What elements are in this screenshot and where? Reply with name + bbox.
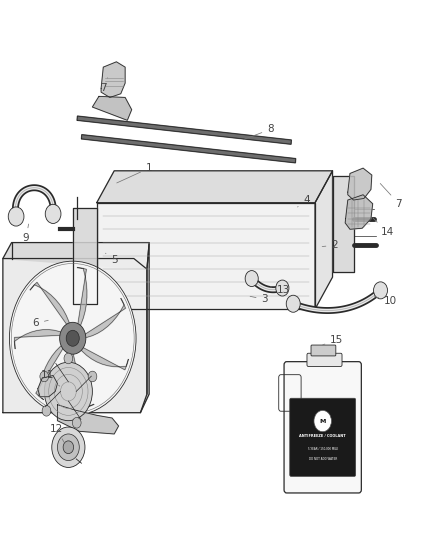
Circle shape <box>60 322 86 354</box>
Text: 9: 9 <box>23 224 29 244</box>
Polygon shape <box>14 329 65 349</box>
Circle shape <box>45 204 61 223</box>
Text: 7: 7 <box>380 183 402 209</box>
Text: M: M <box>319 418 326 424</box>
Polygon shape <box>315 171 332 309</box>
Text: 1: 1 <box>117 163 152 183</box>
Polygon shape <box>3 259 147 413</box>
Text: 12: 12 <box>50 424 64 442</box>
Polygon shape <box>30 282 71 328</box>
Circle shape <box>276 280 289 296</box>
Circle shape <box>8 207 24 226</box>
Circle shape <box>10 261 136 415</box>
Circle shape <box>374 282 388 299</box>
Polygon shape <box>97 203 315 309</box>
Text: 5-YEAR / 150,000 MILE: 5-YEAR / 150,000 MILE <box>307 447 338 450</box>
Circle shape <box>57 434 79 461</box>
Polygon shape <box>81 135 296 163</box>
Polygon shape <box>92 96 132 120</box>
Circle shape <box>63 441 74 454</box>
Polygon shape <box>101 62 125 98</box>
Polygon shape <box>71 349 94 408</box>
Text: 6: 6 <box>32 318 48 328</box>
Polygon shape <box>73 208 97 304</box>
Circle shape <box>52 427 85 467</box>
Circle shape <box>72 417 81 428</box>
Text: 8: 8 <box>244 124 274 140</box>
Text: 11: 11 <box>41 370 60 386</box>
FancyBboxPatch shape <box>290 398 356 477</box>
Circle shape <box>88 371 97 382</box>
Polygon shape <box>3 243 149 269</box>
Polygon shape <box>78 345 128 370</box>
Circle shape <box>64 353 73 364</box>
Polygon shape <box>141 243 149 413</box>
Circle shape <box>286 295 300 312</box>
Circle shape <box>42 406 51 416</box>
Circle shape <box>66 330 79 346</box>
Polygon shape <box>77 268 87 330</box>
Text: 2: 2 <box>322 240 338 250</box>
Circle shape <box>245 271 258 287</box>
Polygon shape <box>97 171 332 203</box>
Text: 4: 4 <box>297 195 310 207</box>
Circle shape <box>314 410 332 432</box>
Text: 7: 7 <box>100 78 108 93</box>
Circle shape <box>40 371 49 382</box>
Text: 13: 13 <box>271 286 290 295</box>
Text: 3: 3 <box>250 294 268 304</box>
Polygon shape <box>77 116 291 144</box>
Polygon shape <box>345 195 373 229</box>
FancyBboxPatch shape <box>307 353 342 367</box>
Polygon shape <box>57 405 119 434</box>
Text: 15: 15 <box>323 335 343 345</box>
Polygon shape <box>81 298 126 338</box>
Text: DO NOT ADD WATER: DO NOT ADD WATER <box>308 457 337 461</box>
Polygon shape <box>332 176 354 272</box>
Text: ANTIFREEZE / COOLANT: ANTIFREEZE / COOLANT <box>300 434 346 438</box>
Text: 14: 14 <box>373 218 394 237</box>
FancyBboxPatch shape <box>311 345 336 356</box>
Text: 5: 5 <box>106 253 117 265</box>
FancyBboxPatch shape <box>284 362 361 493</box>
Circle shape <box>44 362 92 421</box>
Polygon shape <box>38 375 57 397</box>
Polygon shape <box>348 168 372 200</box>
Polygon shape <box>36 343 66 400</box>
Text: 10: 10 <box>374 296 397 306</box>
